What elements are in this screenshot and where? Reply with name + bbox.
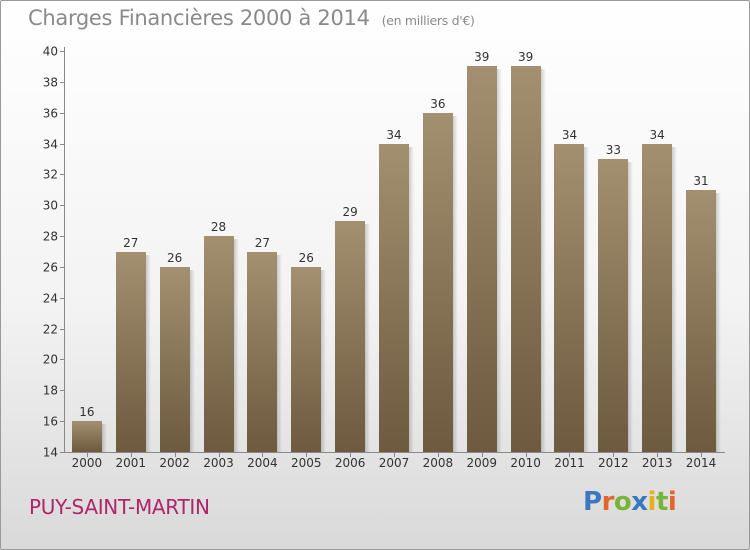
y-tick-label: 22 (43, 323, 58, 337)
data-label: 27 (123, 236, 138, 250)
x-tick-label: 2007 (379, 456, 410, 470)
logo-letter: r (601, 487, 615, 517)
logo-letter: o (613, 487, 632, 517)
x-tick-label: 2004 (247, 456, 278, 470)
bar-shadow (102, 424, 107, 452)
data-labels: 16 27 26 28 27 26 29 34 36 39 39 34 33 34 31 (79, 50, 708, 419)
bars (72, 66, 721, 452)
x-tick-label: 2011 (554, 456, 585, 470)
logo-letter: P (583, 487, 602, 517)
x-axis: 2000 2001 2002 2003 2004 2005 2006 2007 2008 2009… (72, 452, 717, 470)
commune-name: PUY-SAINT-MARTIN (29, 495, 210, 519)
y-tick-label: 26 (43, 261, 58, 275)
x-tick-label: 2009 (466, 456, 497, 470)
bar (379, 144, 409, 452)
logo-letter: x (631, 487, 648, 517)
bar-shadow (541, 69, 546, 452)
proxiti-logo: Proxiti (583, 487, 677, 517)
bar-shadow (277, 255, 282, 452)
y-tick-label: 30 (43, 199, 58, 213)
bar-shadow (409, 147, 414, 452)
y-tick-label: 36 (43, 107, 58, 121)
chart-title: Charges Financières 2000 à 2014 (en milli… (28, 6, 475, 30)
logo-letter: i (647, 487, 657, 517)
y-axis: 14 16 18 20 22 24 26 28 30 32 34 36 38 40 (43, 45, 725, 460)
y-tick-label: 34 (43, 138, 58, 152)
bar (160, 267, 190, 452)
data-label: 34 (562, 128, 577, 142)
y-tick-label: 38 (43, 76, 58, 90)
data-label: 36 (430, 97, 445, 111)
bar-shadow (321, 270, 326, 452)
chart-title-text: Charges Financières 2000 à 2014 (28, 6, 370, 30)
logo-letter: t (655, 487, 668, 517)
bar (642, 144, 672, 452)
bar (335, 221, 365, 452)
y-tick-label: 16 (43, 415, 58, 429)
bar (204, 236, 234, 452)
data-label: 27 (255, 236, 270, 250)
bar-shadow (716, 193, 721, 452)
data-label: 16 (79, 405, 94, 419)
data-label: 33 (606, 143, 621, 157)
bar (511, 66, 541, 452)
x-tick-label: 2014 (686, 456, 717, 470)
x-tick-label: 2002 (159, 456, 190, 470)
x-tick-label: 2000 (72, 456, 103, 470)
bar-shadow (190, 270, 195, 452)
logo-letter: i (667, 487, 677, 517)
x-tick-label: 2003 (203, 456, 234, 470)
chart-subtitle: (en milliers d'€) (381, 13, 475, 28)
x-tick-label: 2008 (423, 456, 454, 470)
y-tick-label: 32 (43, 168, 58, 182)
x-tick-label: 2005 (291, 456, 322, 470)
data-label: 39 (474, 50, 489, 64)
x-tick-label: 2012 (598, 456, 629, 470)
data-label: 28 (211, 220, 226, 234)
bar (554, 144, 584, 452)
data-label: 39 (518, 50, 533, 64)
data-label: 26 (299, 251, 314, 265)
bar-shadow (146, 255, 151, 452)
bar (116, 252, 146, 452)
bar-shadow (584, 147, 589, 452)
y-tick-label: 20 (43, 353, 58, 367)
bar-shadow (365, 224, 370, 452)
bar (686, 190, 716, 452)
x-tick-label: 2001 (116, 456, 147, 470)
bar (247, 252, 277, 452)
y-tick-label: 18 (43, 384, 58, 398)
bar (598, 159, 628, 452)
bar-shadow (234, 239, 239, 452)
y-tick-label: 40 (43, 45, 58, 59)
bar (291, 267, 321, 452)
bar-shadow (453, 116, 458, 452)
x-tick-label: 2013 (642, 456, 673, 470)
x-tick-label: 2006 (335, 456, 366, 470)
bar-shadow (672, 147, 677, 452)
data-label: 31 (693, 174, 708, 188)
data-label: 34 (650, 128, 665, 142)
y-tick-label: 24 (43, 292, 58, 306)
bar (72, 421, 102, 452)
bar (423, 113, 453, 452)
data-label: 26 (167, 251, 182, 265)
bar-shadow (497, 69, 502, 452)
y-tick-label: 28 (43, 230, 58, 244)
bar (467, 66, 497, 452)
data-label: 34 (386, 128, 401, 142)
y-tick-label: 14 (43, 446, 58, 460)
bar-shadow (628, 162, 633, 452)
data-label: 29 (342, 205, 357, 219)
x-tick-label: 2010 (510, 456, 541, 470)
